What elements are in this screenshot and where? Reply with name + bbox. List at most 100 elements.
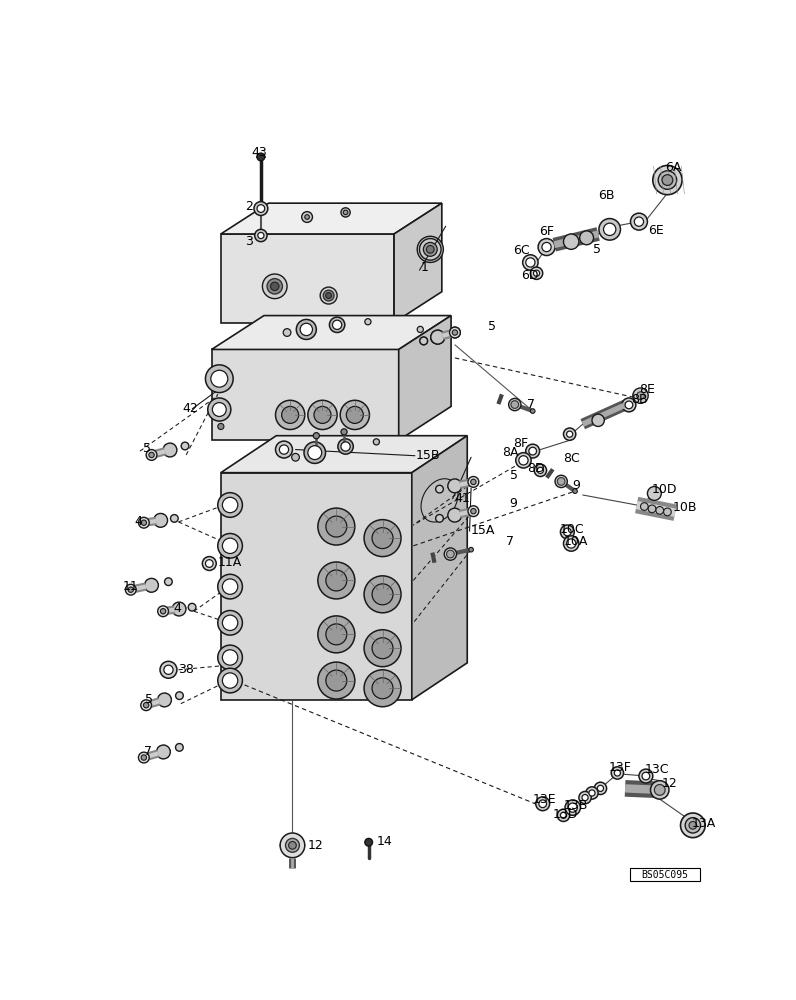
- Circle shape: [373, 439, 380, 445]
- Polygon shape: [455, 514, 462, 520]
- Polygon shape: [157, 752, 163, 759]
- Circle shape: [271, 282, 279, 291]
- Circle shape: [516, 453, 531, 468]
- Ellipse shape: [421, 479, 458, 522]
- Circle shape: [639, 769, 653, 783]
- Text: 10A: 10A: [564, 535, 588, 548]
- Polygon shape: [161, 519, 167, 526]
- Polygon shape: [172, 604, 179, 610]
- Circle shape: [534, 464, 547, 477]
- Text: 10B: 10B: [673, 501, 697, 514]
- Circle shape: [267, 279, 283, 294]
- Circle shape: [125, 584, 136, 595]
- Circle shape: [308, 446, 322, 460]
- Circle shape: [533, 270, 540, 276]
- Polygon shape: [399, 316, 451, 440]
- Circle shape: [589, 790, 595, 796]
- Circle shape: [526, 444, 540, 458]
- Circle shape: [341, 208, 350, 217]
- Polygon shape: [170, 443, 177, 450]
- Circle shape: [263, 274, 287, 299]
- Polygon shape: [165, 698, 171, 705]
- Circle shape: [218, 574, 243, 599]
- Polygon shape: [412, 436, 467, 700]
- Circle shape: [257, 153, 265, 161]
- Circle shape: [681, 813, 705, 838]
- Circle shape: [427, 246, 434, 253]
- Circle shape: [568, 803, 577, 812]
- Circle shape: [323, 290, 334, 301]
- Circle shape: [364, 576, 401, 613]
- Circle shape: [417, 326, 423, 333]
- Polygon shape: [170, 448, 177, 455]
- Text: 6C: 6C: [513, 244, 530, 257]
- Circle shape: [450, 327, 460, 338]
- Text: 6A: 6A: [665, 161, 681, 174]
- Circle shape: [579, 791, 591, 804]
- Circle shape: [653, 165, 682, 195]
- Circle shape: [202, 557, 217, 570]
- Polygon shape: [448, 515, 455, 522]
- Text: 15A: 15A: [471, 524, 495, 537]
- Polygon shape: [179, 603, 186, 609]
- Circle shape: [333, 320, 341, 329]
- Polygon shape: [453, 515, 459, 522]
- Polygon shape: [168, 450, 175, 457]
- Circle shape: [365, 319, 371, 325]
- Circle shape: [222, 650, 238, 665]
- Polygon shape: [165, 693, 171, 700]
- Polygon shape: [162, 752, 169, 759]
- Circle shape: [257, 205, 265, 212]
- Polygon shape: [163, 450, 170, 457]
- Circle shape: [625, 401, 633, 409]
- Circle shape: [662, 175, 673, 185]
- Polygon shape: [450, 509, 457, 515]
- Circle shape: [258, 232, 264, 239]
- Circle shape: [555, 475, 568, 488]
- Circle shape: [222, 538, 238, 554]
- Text: 6E: 6E: [648, 224, 664, 237]
- Circle shape: [567, 539, 576, 548]
- Circle shape: [622, 398, 636, 412]
- Text: 9: 9: [573, 479, 580, 492]
- Circle shape: [176, 692, 183, 699]
- Circle shape: [282, 406, 298, 423]
- Text: 13F: 13F: [609, 761, 632, 774]
- Circle shape: [597, 785, 603, 791]
- Polygon shape: [448, 486, 455, 492]
- Polygon shape: [438, 335, 444, 342]
- Text: 4: 4: [173, 602, 181, 615]
- Circle shape: [564, 428, 576, 440]
- Circle shape: [654, 785, 665, 795]
- Text: 12: 12: [661, 777, 677, 790]
- Polygon shape: [163, 750, 170, 757]
- Circle shape: [537, 467, 544, 473]
- Circle shape: [519, 456, 528, 465]
- Circle shape: [128, 587, 134, 592]
- Circle shape: [530, 267, 543, 279]
- Text: 5: 5: [143, 442, 151, 455]
- Circle shape: [205, 560, 213, 567]
- Polygon shape: [158, 695, 165, 702]
- Text: 13D: 13D: [552, 808, 578, 821]
- Circle shape: [218, 493, 243, 517]
- Circle shape: [300, 323, 313, 336]
- Polygon shape: [158, 520, 165, 527]
- Polygon shape: [431, 337, 438, 344]
- Circle shape: [603, 223, 616, 235]
- Circle shape: [181, 442, 189, 450]
- Circle shape: [172, 602, 186, 616]
- Polygon shape: [179, 608, 186, 614]
- Circle shape: [346, 406, 363, 423]
- Circle shape: [222, 579, 238, 594]
- Circle shape: [435, 485, 443, 493]
- Circle shape: [341, 429, 347, 435]
- Circle shape: [320, 287, 338, 304]
- Polygon shape: [212, 316, 451, 349]
- Text: 5: 5: [593, 243, 601, 256]
- Circle shape: [161, 609, 166, 614]
- Circle shape: [470, 479, 476, 485]
- Text: 43: 43: [252, 146, 267, 159]
- Polygon shape: [177, 609, 183, 615]
- Polygon shape: [292, 835, 305, 845]
